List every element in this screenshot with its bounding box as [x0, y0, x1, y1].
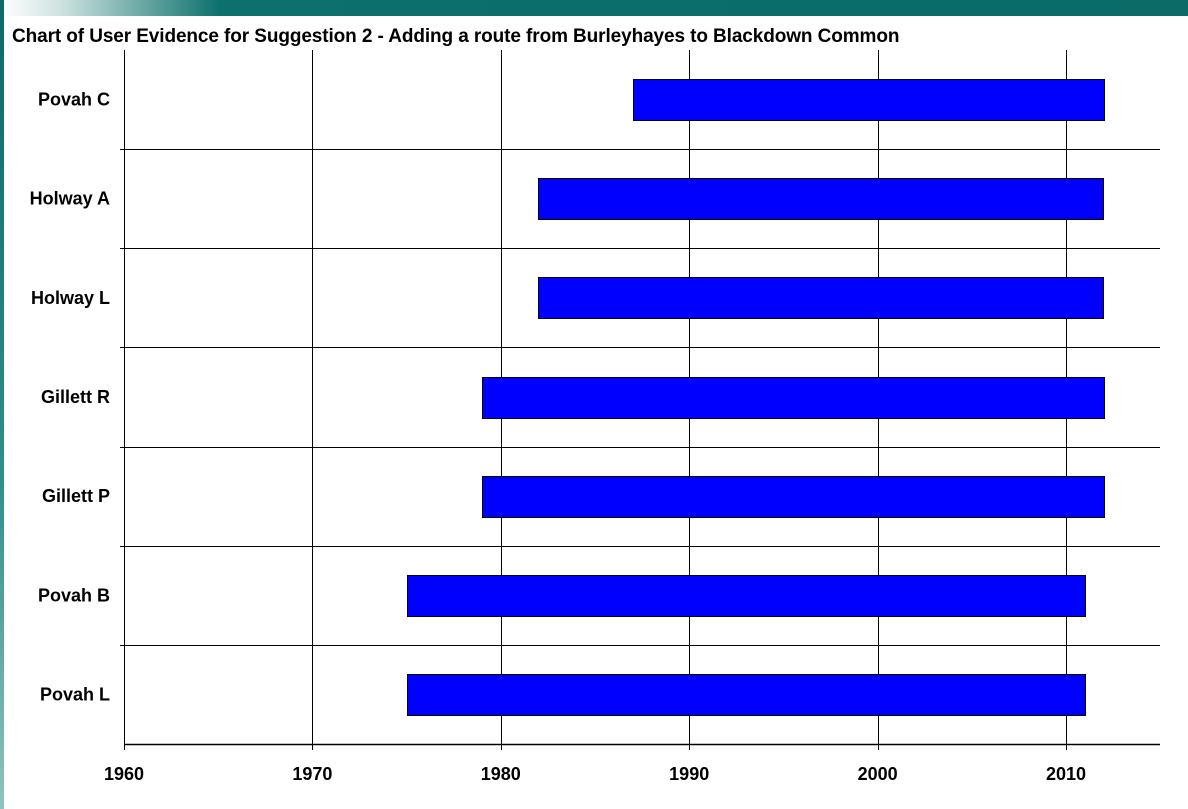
bar-holway-a	[538, 178, 1104, 220]
x-tick-label: 1970	[292, 764, 332, 784]
bar-povah-l	[407, 674, 1086, 716]
bar-povah-c	[633, 79, 1105, 121]
x-tick-label: 1980	[481, 764, 521, 784]
category-label: Gillett R	[41, 387, 110, 407]
category-label: Holway L	[31, 288, 110, 308]
category-label: Povah C	[38, 90, 110, 110]
window-top-bar	[0, 0, 1188, 16]
x-tick-label: 2010	[1046, 764, 1086, 784]
x-tick-label: 1990	[669, 764, 709, 784]
category-label: Povah B	[38, 585, 110, 605]
category-label: Povah L	[40, 684, 110, 704]
chart-title: Chart of User Evidence for Suggestion 2 …	[12, 26, 900, 47]
category-label: Holway A	[30, 189, 110, 209]
category-label: Gillett P	[42, 486, 110, 506]
x-tick-label: 2000	[858, 764, 898, 784]
bars-layer	[407, 79, 1105, 716]
grid-layer	[120, 50, 1160, 750]
bar-holway-l	[538, 277, 1104, 319]
bar-gillett-r	[482, 377, 1105, 419]
bar-povah-b	[407, 575, 1086, 617]
x-tick-label: 1960	[104, 764, 144, 784]
labels-layer: Povah C Holway A Holway L Gillett R Gillett …	[30, 90, 1086, 784]
window-left-bar	[0, 0, 4, 809]
bar-gillett-p	[482, 476, 1105, 518]
